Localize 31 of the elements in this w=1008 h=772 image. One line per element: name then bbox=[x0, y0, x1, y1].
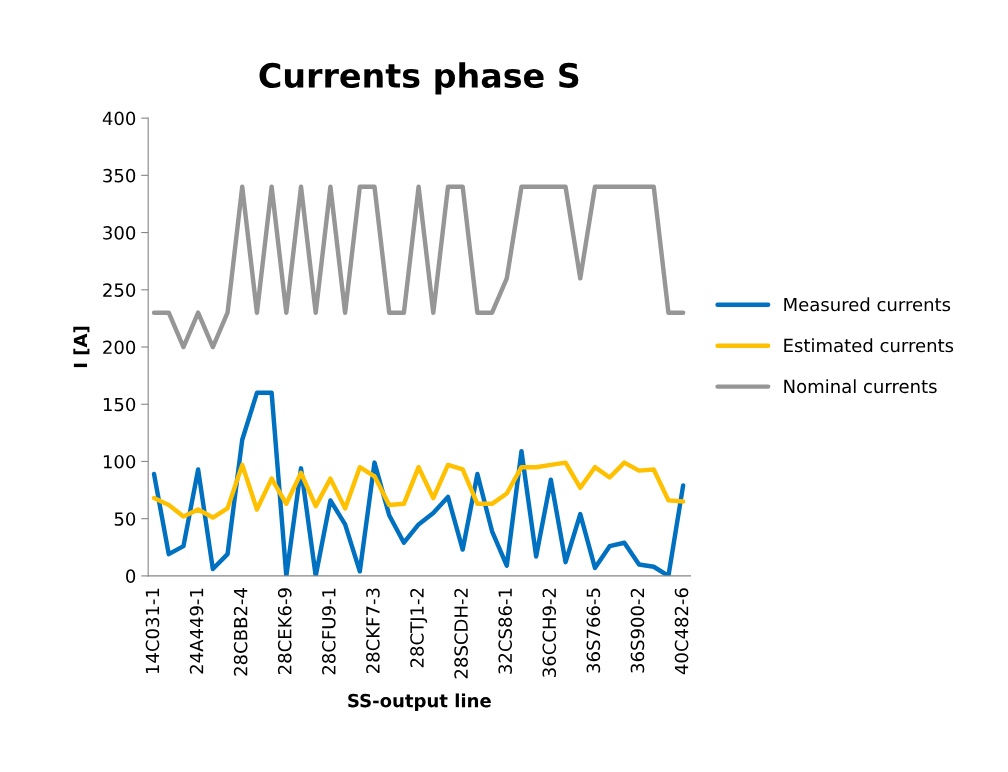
x-tick-label: 28CFU9-1 bbox=[322, 588, 336, 675]
y-tick-label: 50 bbox=[114, 512, 136, 526]
y-tick-label: 400 bbox=[102, 111, 136, 126]
y-axis-title: I [A] bbox=[73, 326, 90, 368]
x-tick-label: 36S766-5 bbox=[586, 588, 601, 673]
x-tick-label: 28CTJ1-2 bbox=[410, 588, 428, 668]
x-tick-label: 24A449-1 bbox=[189, 588, 204, 674]
x-tick-label: 36S900-2 bbox=[630, 588, 645, 673]
x-tick-label: 14C031-1 bbox=[145, 588, 160, 674]
y-tick-label: 350 bbox=[103, 168, 136, 183]
chart-title: Currents phase S bbox=[259, 62, 579, 95]
line-series bbox=[151, 184, 686, 350]
legend-label: Nominal currents bbox=[784, 379, 937, 394]
x-tick-label: 28CEK6-9 bbox=[277, 588, 292, 675]
x-tick-label: 36CCH9-2 bbox=[542, 588, 557, 677]
x-axis-title: SS-output line bbox=[348, 693, 491, 711]
x-tick-label: 28SCDH-2 bbox=[454, 588, 468, 679]
x-tick-label: 32CS86-1 bbox=[498, 588, 513, 674]
legend-label: Measured currents bbox=[784, 297, 951, 312]
y-tick-label: 0 bbox=[126, 569, 136, 584]
y-tick-label: 150 bbox=[103, 397, 136, 412]
x-tick-label: 40C482-6 bbox=[674, 588, 689, 675]
legend-label: Estimated currents bbox=[784, 338, 954, 353]
line-series bbox=[151, 460, 686, 520]
line-series bbox=[151, 390, 686, 576]
y-tick-label: 250 bbox=[103, 283, 136, 297]
x-tick-label: 28CKF7-3 bbox=[366, 588, 380, 673]
y-tick-label: 100 bbox=[103, 454, 136, 469]
y-tick-label: 300 bbox=[103, 226, 136, 240]
y-tick-label: 200 bbox=[103, 340, 136, 355]
x-tick-label: 28CBB2-4 bbox=[233, 588, 248, 676]
